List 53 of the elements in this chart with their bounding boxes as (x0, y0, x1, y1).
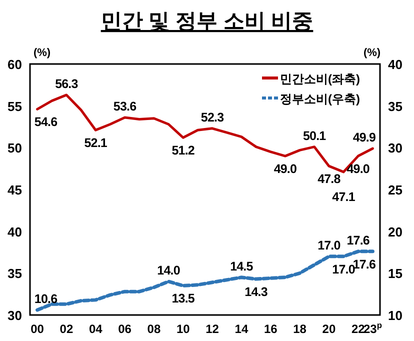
x-tick-label: 23$^{p}$ (363, 320, 382, 336)
data-label: 49.9 (352, 130, 376, 145)
y2-tick-label: 20 (388, 224, 402, 240)
data-label: 10.6 (34, 292, 58, 306)
y2-tick-label: 35 (388, 98, 402, 114)
legend-label: 정부소비(우축) (280, 92, 360, 106)
y-tick-label: 30 (8, 308, 22, 323)
y-tick-label: 45 (8, 182, 22, 198)
y2-tick-label: 15 (388, 266, 402, 282)
data-label: 17.0 (318, 238, 341, 252)
data-label: 14.3 (244, 285, 268, 300)
data-label: 49.0 (274, 162, 298, 176)
line-series (36, 94, 374, 174)
data-label: 51.2 (172, 144, 195, 158)
line-series (36, 250, 374, 312)
y2-tick-label: 30 (388, 140, 402, 156)
y2-tick-label: 40 (388, 57, 402, 72)
y-tick-label: 35 (8, 266, 22, 282)
legend-label: 민간소비(좌축) (280, 72, 360, 86)
x-tick-label: 16 (264, 322, 278, 336)
data-label: 56.3 (55, 76, 78, 91)
y-tick-label: 55 (8, 98, 22, 114)
x-tick-label: 06 (118, 322, 132, 336)
x-tick-label: 02 (60, 322, 74, 336)
y2-axis-title: (%) (363, 47, 381, 59)
y2-tick-label: 25 (388, 182, 402, 198)
x-tick-label: 08 (147, 322, 161, 336)
data-label: 14.5 (230, 259, 254, 274)
y-tick-label: 40 (8, 224, 22, 240)
data-label: 49.0 (346, 162, 370, 176)
data-label: 14.0 (157, 264, 180, 278)
data-label: 50.1 (303, 128, 326, 143)
data-label: 53.6 (113, 100, 137, 114)
y-axis-title: (%) (33, 47, 51, 59)
data-label: 13.5 (172, 292, 195, 306)
y-tick-label: 50 (8, 140, 22, 156)
x-tick-label: 12 (206, 322, 220, 336)
y-tick-label: 60 (8, 57, 22, 72)
data-label: 54.6 (34, 115, 58, 130)
data-label: 47.1 (332, 190, 356, 204)
data-label: 52.1 (84, 136, 108, 150)
x-tick-label: 04 (88, 322, 103, 336)
x-tick-label: 18 (293, 322, 307, 336)
x-tick-label: 14 (234, 322, 248, 336)
data-label: 52.3 (200, 110, 224, 124)
data-label: 17.6 (346, 233, 370, 248)
data-label: 17.0 (332, 262, 356, 276)
y2-tick-label: 10 (388, 308, 402, 323)
data-label: 47.8 (318, 172, 341, 186)
x-tick-label: 20 (322, 322, 336, 336)
x-tick-label: 00 (30, 322, 44, 336)
x-tick-label: 10 (176, 322, 190, 336)
x-tick-label: 22 (351, 322, 366, 336)
